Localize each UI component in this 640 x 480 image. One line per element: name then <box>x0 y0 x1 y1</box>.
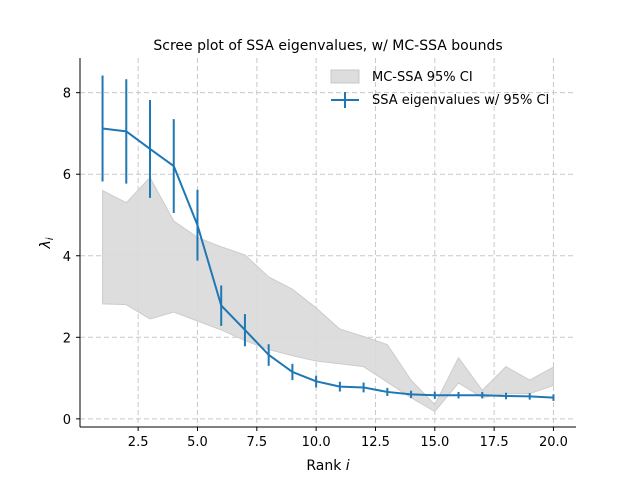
x-tick-label: 17.5 <box>480 435 509 450</box>
ssa-eigenvalue-line <box>102 127 554 399</box>
y-axis-label: λi <box>38 237 56 249</box>
y-tick-label: 0 <box>63 413 71 428</box>
x-ticks: 2.5 5.0 7.5 10.0 12.5 15.0 17.5 20.0 <box>128 427 568 450</box>
x-tick-label: 7.5 <box>246 435 267 450</box>
legend-band-swatch <box>330 69 360 84</box>
chart-title: Scree plot of SSA eigenvalues, w/ MC-SSA… <box>153 38 502 54</box>
x-tick-label: 12.5 <box>361 435 390 450</box>
y-tick-label: 6 <box>63 168 71 183</box>
x-tick-label: 10.0 <box>302 435 331 450</box>
x-axis-label-var: i <box>346 458 350 474</box>
legend-band-label: MC-SSA 95% CI <box>372 70 473 85</box>
x-tick-label: 5.0 <box>187 435 208 450</box>
ssa-series-layer <box>101 75 555 401</box>
mc-ssa-band-layer <box>102 176 554 413</box>
x-axis-label: Rank i <box>306 458 349 474</box>
x-tick-label: 15.0 <box>420 435 449 450</box>
x-tick-label: 20.0 <box>539 435 568 450</box>
x-tick-label: 2.5 <box>128 435 149 450</box>
y-ticks: 0 2 4 6 8 <box>63 87 80 428</box>
y-axis-label-var: λ <box>38 240 54 249</box>
mc-ssa-ci-band <box>102 176 554 413</box>
y-tick-label: 4 <box>63 250 71 265</box>
legend: MC-SSA 95% CI SSA eigenvalues w/ 95% CI <box>330 69 549 108</box>
y-axis-label-sub: i <box>45 237 56 240</box>
y-tick-label: 2 <box>63 331 71 346</box>
legend-line-label: SSA eigenvalues w/ 95% CI <box>372 93 549 108</box>
x-axis-label-text: Rank <box>306 458 345 474</box>
y-tick-label: 8 <box>63 87 71 102</box>
